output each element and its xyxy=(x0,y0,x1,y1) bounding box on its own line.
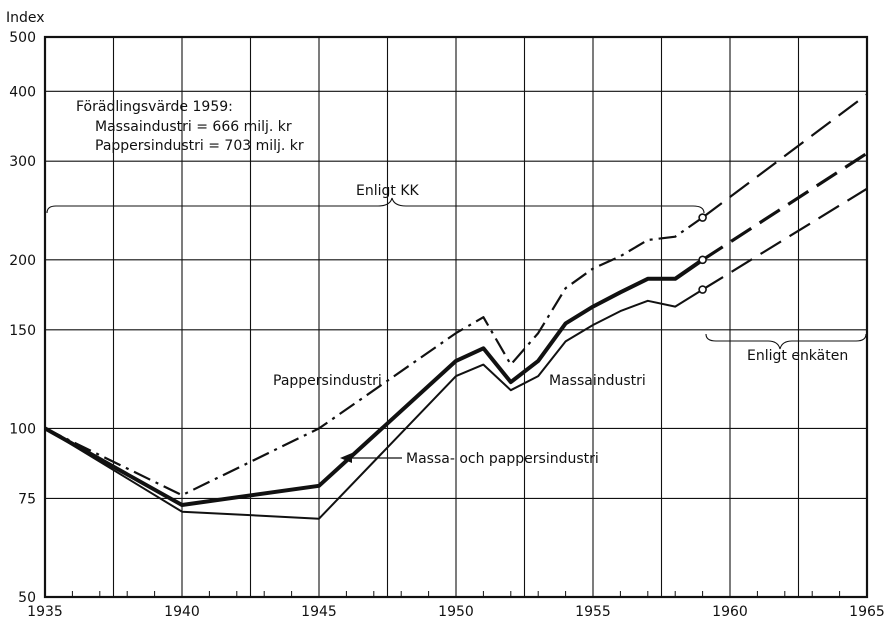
series-label-pappersindustri: Pappersindustri xyxy=(273,373,382,389)
plot-frame xyxy=(43,35,869,599)
y-axis-label: Index xyxy=(6,10,45,26)
y-tick-labels: 50 75 100 150 200 300 400 500 xyxy=(9,30,36,606)
junction-marker-2 xyxy=(698,285,707,294)
info-line-massaindustri: Massaindustri = 666 milj. kr xyxy=(95,119,292,135)
junction-marker-1 xyxy=(698,255,707,265)
y-tick-label: 500 xyxy=(9,30,36,46)
series-label-massa-och-pappersindustri: Massa- och pappersindustri xyxy=(406,451,599,467)
enkaten-brace-path xyxy=(705,333,867,350)
x-tick-label: 1960 xyxy=(712,604,748,620)
y-tick-label: 150 xyxy=(9,323,36,339)
y-tick-label: 300 xyxy=(9,154,36,170)
info-title: Förädlingsvärde 1959: xyxy=(76,99,233,115)
y-tick-label: 75 xyxy=(18,491,36,507)
series-line-2 xyxy=(44,288,704,520)
series-label-massa-och-pappersindustri-group: Massa- och pappersindustri xyxy=(340,451,599,467)
info-line-pappersindustri: Pappersindustri = 703 milj. kr xyxy=(95,138,304,154)
info-box: Förädlingsvärde 1959: Massaindustri = 66… xyxy=(76,99,304,154)
x-tick-label: 1965 xyxy=(849,604,884,620)
x-tick-label: 1940 xyxy=(164,604,200,620)
series-projection-1 xyxy=(701,151,868,262)
x-tick-labels: 1935 1940 1945 1950 1955 1960 1965 xyxy=(27,604,884,620)
x-tick-label: 1945 xyxy=(301,604,337,620)
series-projection-0 xyxy=(701,93,868,219)
enligt-enkaten-label: Enligt enkäten xyxy=(747,348,848,364)
y-tick-label: 100 xyxy=(9,421,36,437)
junction-marker-0 xyxy=(698,213,707,222)
y-tick-label: 200 xyxy=(9,253,36,269)
label-pointer-arrowhead xyxy=(340,453,352,463)
series-line-0 xyxy=(44,216,704,497)
enligt-enkaten-brace: Enligt enkäten xyxy=(705,333,867,364)
series-projection-2 xyxy=(702,187,868,291)
y-tick-label: 400 xyxy=(9,84,36,100)
enligt-kk-brace: Enligt KK xyxy=(46,183,705,214)
x-tick-label: 1955 xyxy=(575,604,611,620)
enligt-kk-label: Enligt KK xyxy=(356,183,420,199)
kk-brace-path xyxy=(46,197,705,214)
series-lines xyxy=(44,93,868,520)
y-tick-label: 50 xyxy=(18,590,36,606)
x-tick-label: 1950 xyxy=(438,604,474,620)
series-label-massaindustri: Massaindustri xyxy=(549,373,646,389)
series-line-1 xyxy=(44,258,704,507)
x-tick-label: 1935 xyxy=(27,604,63,620)
